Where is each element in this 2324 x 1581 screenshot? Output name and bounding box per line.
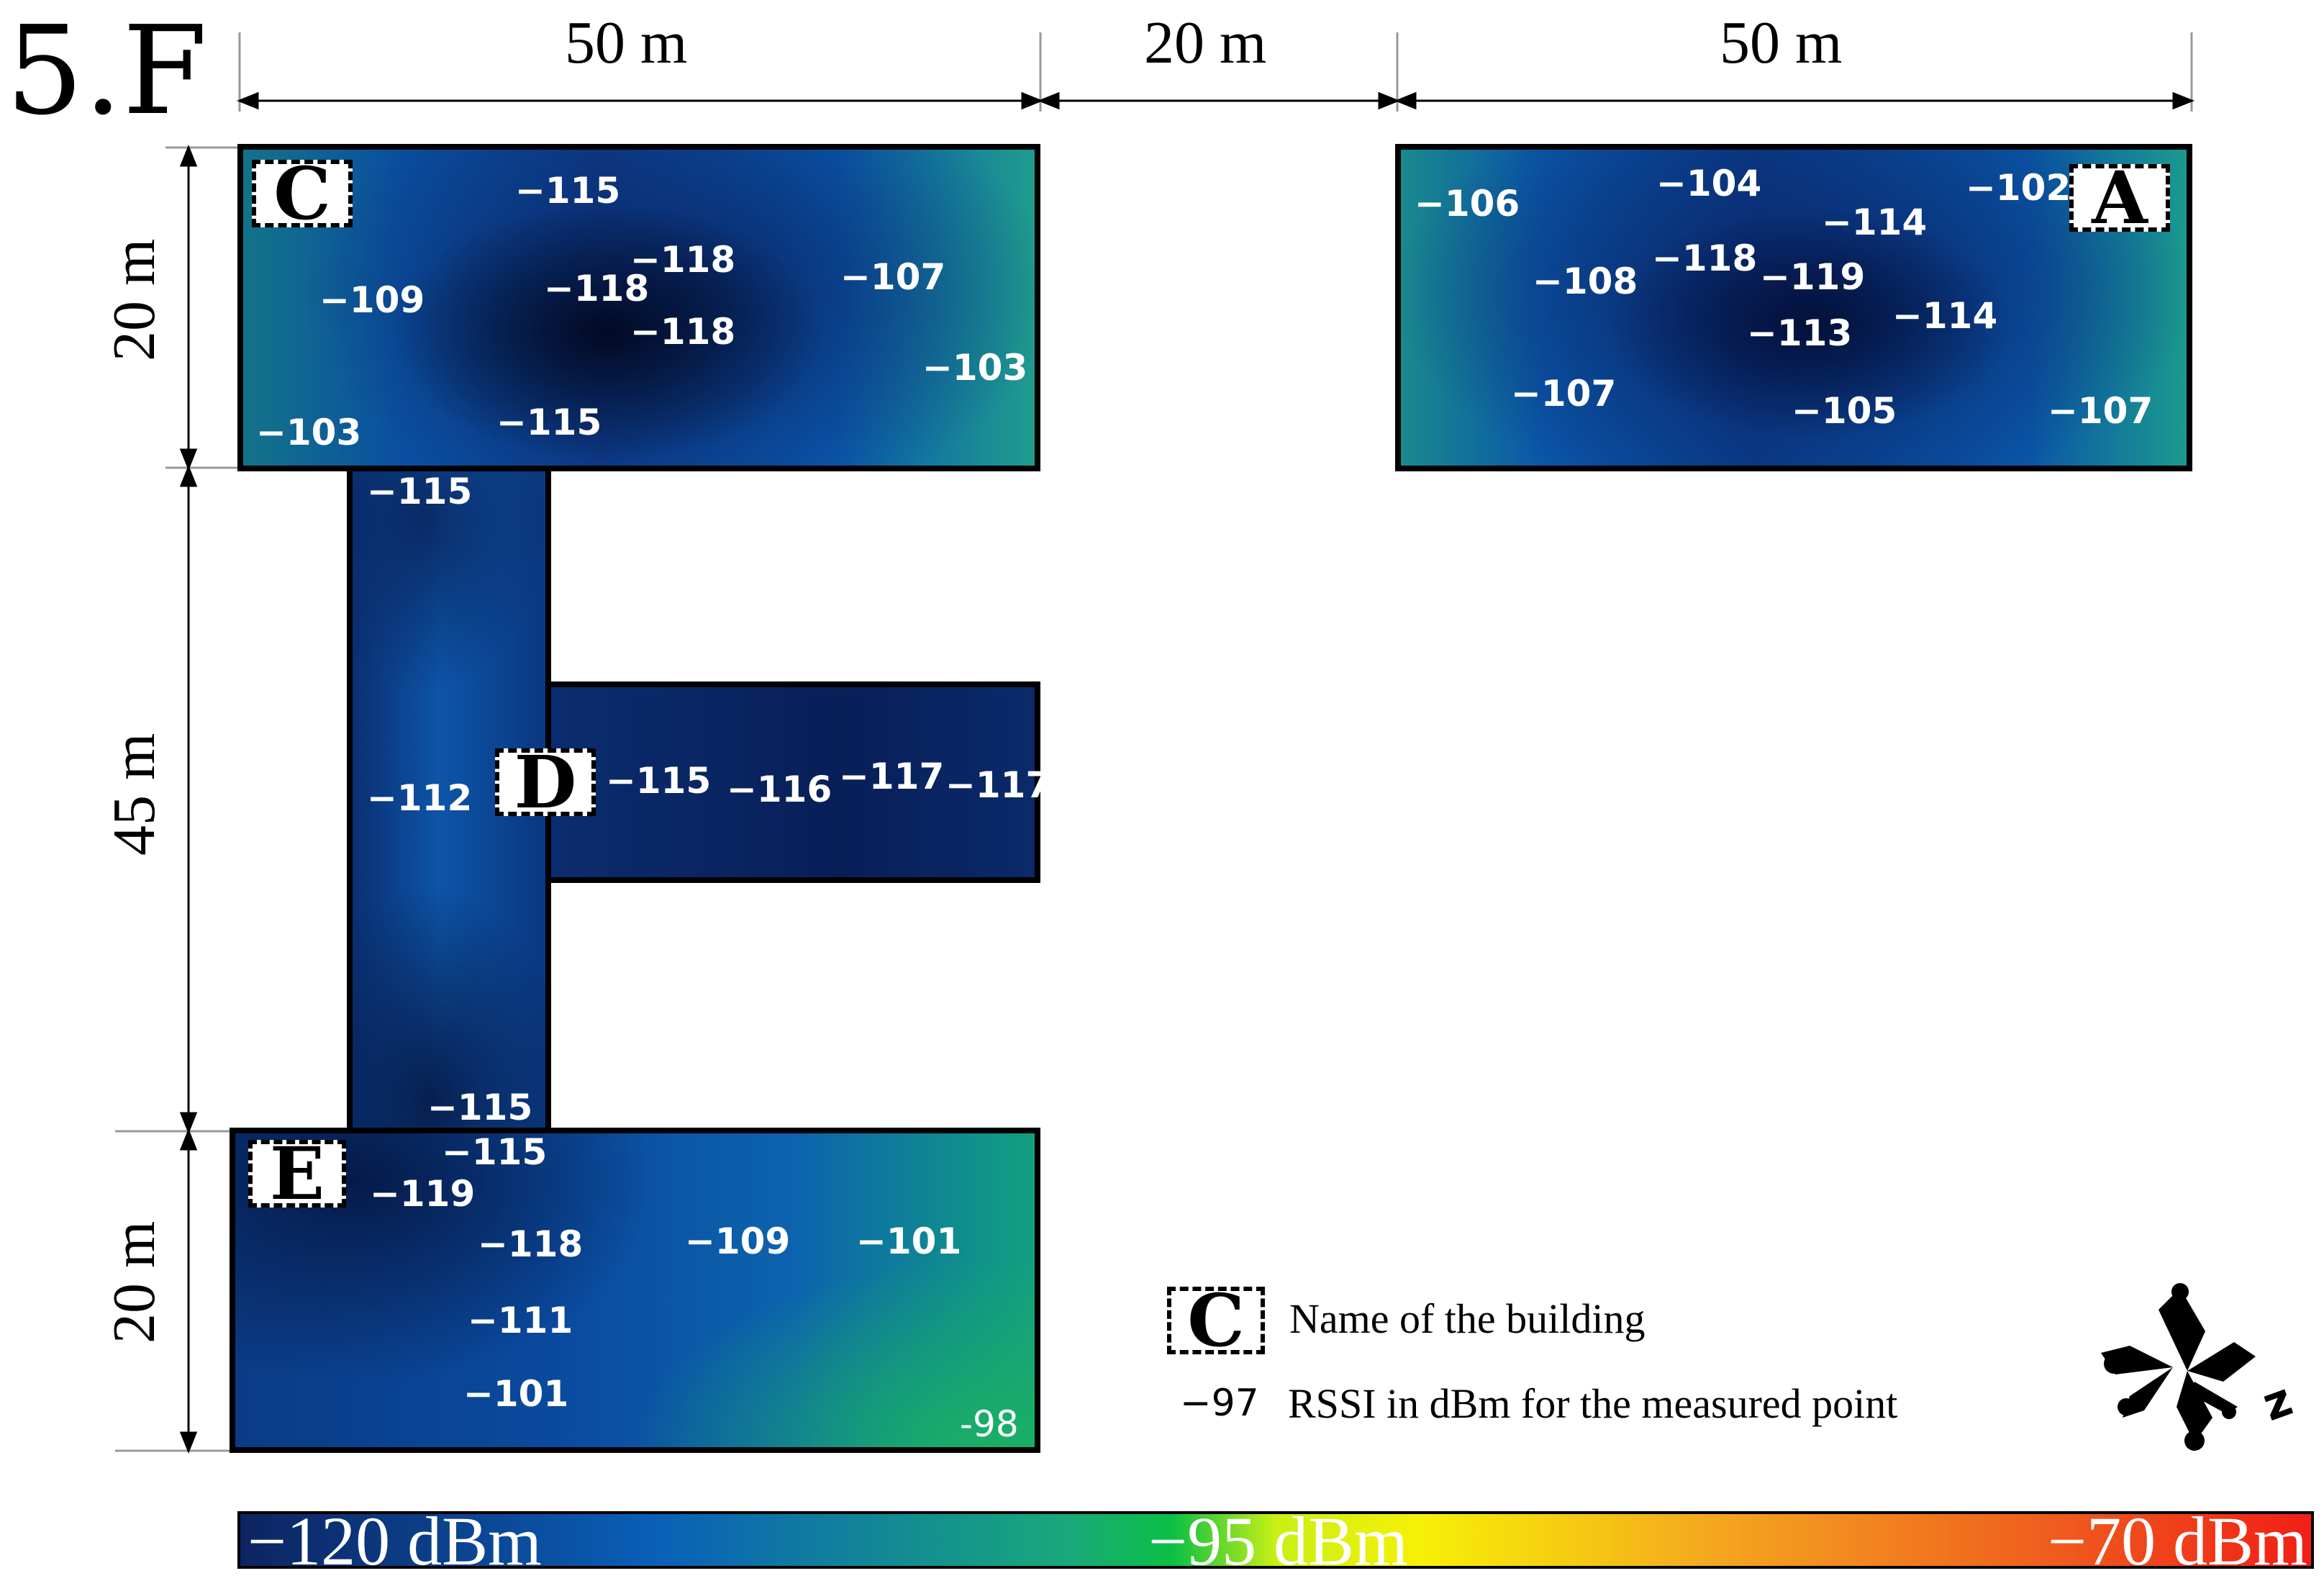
north-arrow-icon: z xyxy=(2101,1283,2299,1451)
svg-text:z: z xyxy=(2256,1373,2299,1432)
rssi-reading: −115 xyxy=(606,760,712,802)
building-c xyxy=(237,144,1040,471)
rssi-reading: −114 xyxy=(1822,201,1928,243)
legend-building-tag: C xyxy=(1167,1285,1265,1356)
dimension-left-bottom: 20 m xyxy=(101,1220,168,1344)
rssi-reading: -98 xyxy=(960,1403,1019,1445)
colorbar xyxy=(237,1511,2314,1569)
rssi-reading: −101 xyxy=(463,1373,569,1415)
legend-tag-text: Name of the building xyxy=(1289,1295,1646,1342)
rssi-reading: −117 xyxy=(839,756,945,797)
rssi-reading: −118 xyxy=(630,239,736,281)
building-tag-d: D xyxy=(495,746,596,818)
rssi-reading: −106 xyxy=(1415,183,1520,225)
rssi-reading: −103 xyxy=(256,412,362,453)
building-tag-e: E xyxy=(248,1138,346,1210)
colorbar-min-label: −120 dBm xyxy=(248,1503,542,1580)
legend-value-example: −97 xyxy=(1180,1382,1259,1425)
legend-value-text: RSSI in dBm for the measured point xyxy=(1288,1380,1898,1427)
building-d xyxy=(545,681,1040,883)
colorbar-max-label: −70 dBm xyxy=(2048,1503,2307,1580)
rssi-reading: −102 xyxy=(1966,167,2071,209)
dimension-top-left: 50 m xyxy=(565,9,688,76)
rssi-reading: −107 xyxy=(2048,390,2153,432)
rssi-reading: −119 xyxy=(370,1173,476,1215)
rssi-reading: −115 xyxy=(442,1131,548,1173)
rssi-reading: −104 xyxy=(1656,163,1762,204)
rssi-reading: −116 xyxy=(727,769,832,810)
rssi-reading: −115 xyxy=(515,170,621,212)
rssi-reading: −107 xyxy=(1511,373,1617,414)
floor-label: 5.F xyxy=(6,0,208,142)
rssi-reading: −108 xyxy=(1533,261,1638,302)
building-tag-a: A xyxy=(2069,162,2170,234)
rssi-reading: −105 xyxy=(1792,390,1897,432)
dimension-top-right: 50 m xyxy=(1720,9,1843,76)
dimension-top-mid: 20 m xyxy=(1144,9,1267,76)
rssi-reading: −119 xyxy=(1760,256,1866,298)
rssi-reading: −107 xyxy=(840,256,946,298)
rssi-reading: −114 xyxy=(1892,295,1998,337)
rssi-reading: −113 xyxy=(1747,312,1853,354)
colorbar-mid-label: −95 dBm xyxy=(1148,1503,1408,1580)
dimension-left-mid: 45 m xyxy=(101,733,168,856)
rssi-reading: −118 xyxy=(544,268,650,309)
dimension-left-top: 20 m xyxy=(101,238,168,361)
rssi-reading: −117 xyxy=(945,764,1051,806)
rssi-reading: −118 xyxy=(1652,237,1758,279)
rssi-reading: −101 xyxy=(856,1220,962,1262)
building-tag-c: C xyxy=(252,158,353,230)
building-a xyxy=(1395,144,2192,471)
rssi-reading: −115 xyxy=(367,471,473,512)
rssi-reading: −111 xyxy=(468,1300,573,1341)
rssi-reading: −118 xyxy=(630,311,736,353)
rssi-reading: −109 xyxy=(319,279,425,321)
rssi-reading: −112 xyxy=(367,777,473,819)
rssi-reading: −115 xyxy=(496,402,602,443)
building-e xyxy=(230,1128,1040,1453)
rssi-reading: −103 xyxy=(922,347,1028,389)
rssi-reading: −109 xyxy=(685,1220,791,1262)
rssi-reading: −118 xyxy=(478,1223,584,1265)
rssi-reading: −115 xyxy=(427,1087,533,1128)
